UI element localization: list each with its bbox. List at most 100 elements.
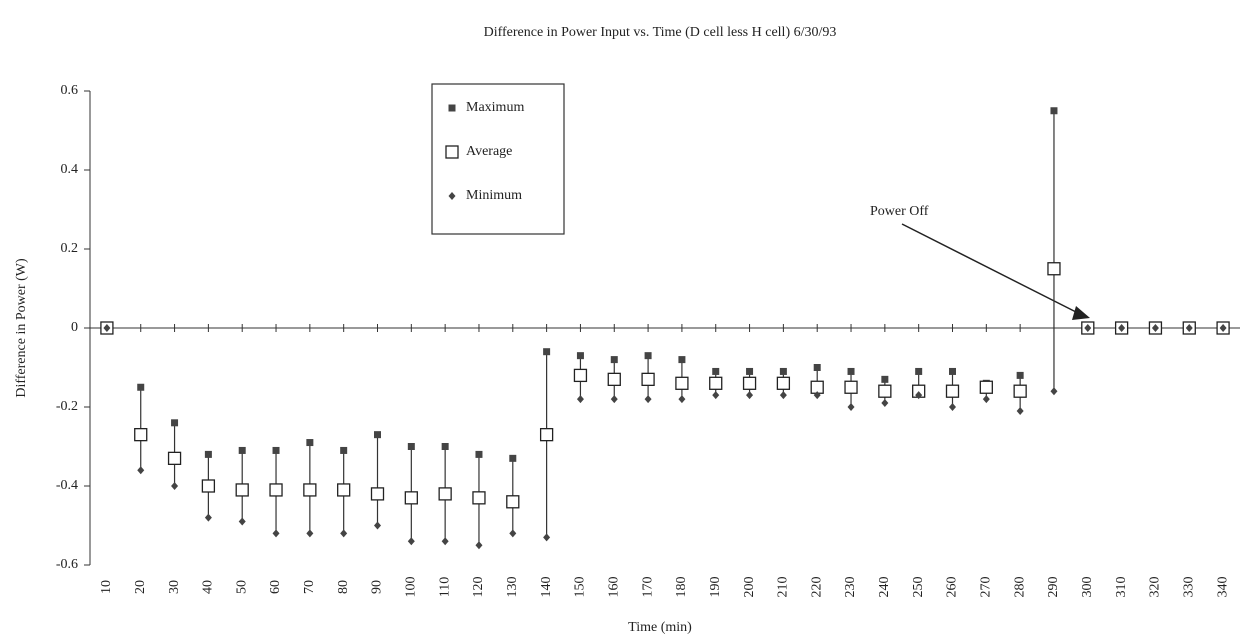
avg-marker xyxy=(235,483,249,497)
max-marker xyxy=(881,375,889,383)
y-axis-label: Difference in Power (W) xyxy=(14,258,29,398)
min-marker xyxy=(881,399,889,408)
max-marker xyxy=(813,364,821,371)
min-marker xyxy=(340,529,348,538)
x-tick-label: 310 xyxy=(1114,577,1129,598)
avg-marker xyxy=(844,380,858,394)
max-marker xyxy=(915,367,923,375)
x-tick-label: 230 xyxy=(843,577,858,598)
min-marker xyxy=(1084,324,1092,332)
max-marker xyxy=(171,419,179,427)
y-tick-label: -0.2 xyxy=(56,399,78,414)
avg-marker xyxy=(675,376,689,390)
x-tick-label: 110 xyxy=(437,577,452,597)
legend-label: Average xyxy=(466,144,512,159)
avg-marker xyxy=(303,483,317,497)
min-marker xyxy=(678,395,686,404)
min-marker xyxy=(915,391,923,400)
min-marker xyxy=(1016,406,1024,415)
max-marker xyxy=(1016,371,1024,379)
chart-title: Difference in Power Input vs. Time (D ce… xyxy=(484,25,837,40)
max-marker xyxy=(272,446,280,454)
avg-marker xyxy=(1013,384,1027,398)
x-tick-label: 290 xyxy=(1046,577,1061,598)
min-marker xyxy=(1151,324,1159,332)
max-marker xyxy=(306,439,314,447)
x-tick-label: 260 xyxy=(945,577,960,598)
x-tick-label: 140 xyxy=(539,577,554,598)
avg-marker xyxy=(506,495,520,509)
avg-marker xyxy=(878,384,892,398)
x-tick-label: 70 xyxy=(302,580,317,594)
avg-marker xyxy=(641,372,655,387)
x-tick-label: 280 xyxy=(1012,576,1027,597)
avg-marker xyxy=(134,427,148,442)
min-marker xyxy=(610,395,618,404)
min-marker xyxy=(644,395,652,404)
legend-marker xyxy=(448,104,456,112)
min-marker xyxy=(204,513,212,522)
y-tick-label: -0.6 xyxy=(56,557,78,572)
x-tick-label: 250 xyxy=(911,577,926,598)
x-tick-label: 200 xyxy=(742,577,757,598)
avg-marker xyxy=(269,483,283,497)
x-tick-label: 120 xyxy=(471,577,486,598)
x-tick-label: 270 xyxy=(979,577,994,598)
max-marker xyxy=(374,431,381,439)
legend-marker xyxy=(445,145,459,159)
x-tick-label: 10 xyxy=(99,580,114,594)
max-marker xyxy=(407,443,415,450)
x-tick-label: 40 xyxy=(201,580,216,594)
max-marker xyxy=(847,367,855,375)
legend-label: Minimum xyxy=(466,188,522,203)
min-marker xyxy=(238,517,246,526)
y-tick-label: -0.4 xyxy=(56,478,78,493)
avg-marker xyxy=(539,427,554,442)
x-tick-label: 340 xyxy=(1215,577,1230,598)
avg-marker xyxy=(573,368,588,383)
y-tick-label: 0.2 xyxy=(61,241,79,256)
x-axis-label: Time (min) xyxy=(628,620,692,635)
max-marker xyxy=(509,454,517,462)
avg-marker xyxy=(438,487,452,501)
y-tick-label: 0.6 xyxy=(61,83,79,98)
max-marker xyxy=(543,348,551,356)
x-tick-label: 160 xyxy=(606,577,621,598)
min-marker xyxy=(374,521,381,530)
max-marker xyxy=(441,443,449,450)
max-marker xyxy=(779,367,787,375)
max-marker xyxy=(1050,107,1058,115)
avg-marker xyxy=(201,479,216,493)
min-marker xyxy=(475,541,483,550)
x-tick-label: 130 xyxy=(505,577,520,598)
annotation-arrowhead xyxy=(1072,306,1090,320)
min-marker xyxy=(103,324,111,332)
x-tick-label: 30 xyxy=(167,580,182,594)
y-tick-label: 0 xyxy=(71,320,78,335)
max-marker xyxy=(712,367,720,375)
x-tick-label: 210 xyxy=(776,577,791,598)
max-marker xyxy=(475,450,483,458)
x-tick-label: 240 xyxy=(877,577,892,598)
x-tick-label: 100 xyxy=(404,577,419,598)
x-tick-label: 180 xyxy=(674,577,689,598)
legend-marker xyxy=(448,192,456,200)
max-marker xyxy=(678,356,686,364)
max-marker xyxy=(746,367,754,375)
avg-marker xyxy=(607,372,621,387)
avg-marker xyxy=(945,384,960,398)
max-marker xyxy=(204,450,212,458)
annotation-arrow xyxy=(901,223,1077,313)
annotation: Power Off xyxy=(870,204,929,219)
x-tick-label: 320 xyxy=(1148,577,1163,598)
x-tick-label: 150 xyxy=(573,577,588,598)
min-marker xyxy=(137,466,145,475)
max-marker xyxy=(137,383,145,391)
avg-marker xyxy=(370,487,385,501)
x-tick-label: 60 xyxy=(268,580,283,594)
min-marker xyxy=(746,391,754,400)
min-marker xyxy=(171,482,179,490)
min-marker xyxy=(847,403,855,411)
min-marker xyxy=(813,391,821,400)
